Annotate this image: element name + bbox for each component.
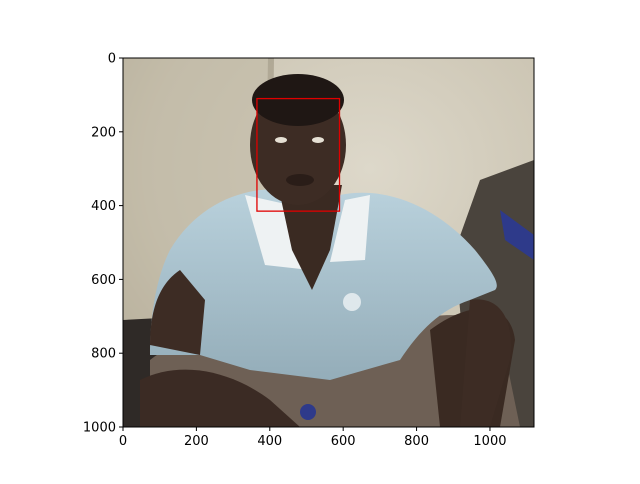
x-axis: 0 200 400 600 800 1000 (119, 427, 507, 449)
y-tick-label: 1000 (83, 421, 116, 436)
y-tick-label: 400 (91, 199, 116, 214)
x-tick-label: 800 (404, 434, 429, 449)
y-axis: 0 200 400 600 800 1000 (83, 52, 123, 436)
axes-frame (122, 57, 535, 428)
y-tick-label: 600 (91, 273, 116, 288)
x-tick-label: 1000 (473, 434, 506, 449)
face-bounding-box (256, 97, 341, 212)
x-tick-label: 600 (331, 434, 356, 449)
photo-image (123, 58, 534, 427)
x-tick-label: 200 (184, 434, 209, 449)
x-tick-label: 0 (119, 434, 127, 449)
x-tick-label: 400 (257, 434, 282, 449)
y-tick-label: 0 (108, 52, 116, 67)
y-tick-label: 200 (91, 125, 116, 140)
y-tick-label: 800 (91, 347, 116, 362)
